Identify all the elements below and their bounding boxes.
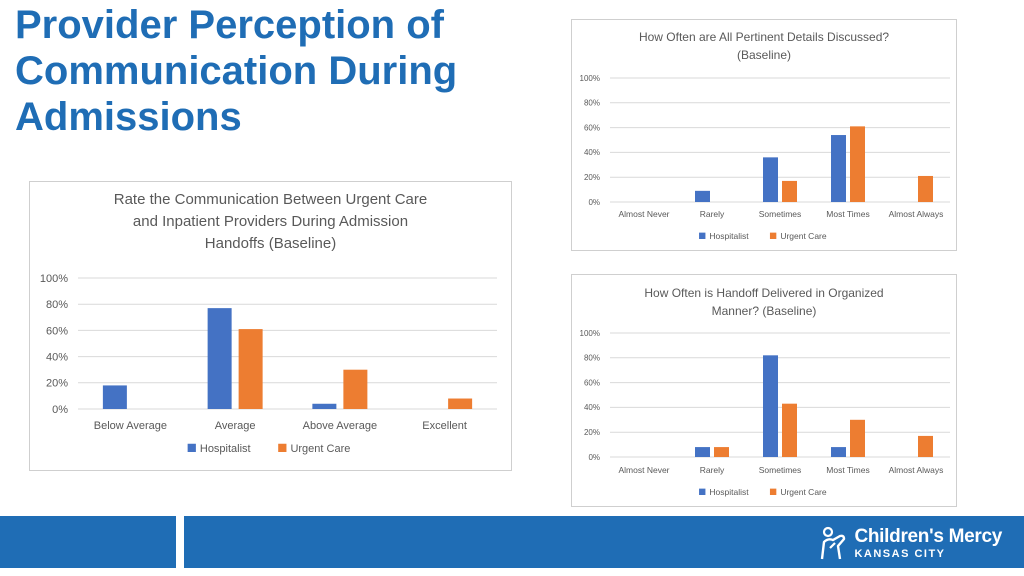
x-category-label: Average <box>215 420 256 432</box>
y-tick-label: 20% <box>46 378 68 390</box>
hospitalist-bar <box>695 447 710 457</box>
urgent-care-legend-swatch <box>278 443 287 452</box>
urgent-care-bar <box>782 403 797 457</box>
y-tick-label: 100% <box>580 74 600 83</box>
slide-title-line-3: Admissions <box>15 95 242 139</box>
urgent-care-legend-label: Urgent Care <box>290 443 350 455</box>
x-category-label: Rarely <box>700 465 725 475</box>
y-tick-label: 60% <box>584 378 600 387</box>
urgent-care-bar <box>850 126 865 202</box>
x-category-label: Sometimes <box>759 465 802 475</box>
chart-svg: How Often are All Pertinent Details Disc… <box>580 30 950 241</box>
y-tick-label: 40% <box>46 351 68 363</box>
y-tick-label: 0% <box>588 198 600 207</box>
chart-title-line: and Inpatient Providers During Admission <box>133 213 408 230</box>
y-tick-label: 80% <box>584 99 600 108</box>
y-tick-label: 0% <box>52 404 68 416</box>
hospitalist-bar <box>312 403 337 409</box>
urgent-care-bar <box>714 447 729 457</box>
y-tick-label: 80% <box>584 354 600 363</box>
urgent-care-bar <box>782 180 797 202</box>
x-category-label: Sometimes <box>759 209 802 219</box>
hospitalist-bar <box>763 355 778 457</box>
x-category-label: Almost Never <box>618 209 669 219</box>
urgent-care-legend-swatch <box>769 232 777 239</box>
chart-title-line: How Often are All Pertinent Details Disc… <box>639 30 889 44</box>
hospitalist-legend-swatch <box>699 488 706 495</box>
hospitalist-bar <box>831 135 846 202</box>
urgent-care-bar <box>918 175 933 202</box>
y-tick-label: 80% <box>46 299 68 311</box>
x-category-label: Excellent <box>422 420 467 432</box>
chart-title-line: Handoffs (Baseline) <box>205 235 336 252</box>
x-category-label: Rarely <box>700 209 725 219</box>
urgent-care-bar <box>343 369 368 409</box>
y-tick-label: 40% <box>584 148 600 157</box>
slide-title: Provider Perception of Communication Dur… <box>15 2 535 140</box>
organized-handoff-chart: How Often is Handoff Delivered in Organi… <box>571 274 957 507</box>
x-category-label: Most Times <box>826 209 869 219</box>
chart-title-line: How Often is Handoff Delivered in Organi… <box>644 286 883 300</box>
x-category-label: Above Average <box>303 420 377 432</box>
chart-svg: Rate the Communication Between Urgent Ca… <box>40 191 497 455</box>
urgent-care-bar <box>918 435 933 457</box>
hospitalist-bar <box>695 190 710 202</box>
brand-subtitle: KANSAS CITY <box>854 547 946 560</box>
y-tick-label: 20% <box>584 173 600 182</box>
hospitalist-bar <box>207 308 232 409</box>
y-tick-label: 20% <box>584 428 600 437</box>
y-tick-label: 100% <box>580 329 600 338</box>
hospitalist-legend-label: Hospitalist <box>200 443 251 455</box>
rate-communication-chart: Rate the Communication Between Urgent Ca… <box>29 181 512 471</box>
hospitalist-bar <box>763 157 778 202</box>
hospitalist-bar <box>831 447 846 457</box>
slide-title-line-2: Communication During <box>15 49 458 93</box>
slide-title-line-1: Provider Perception of <box>15 3 444 47</box>
hospitalist-bar <box>102 385 127 409</box>
hospitalist-legend-label: Hospitalist <box>709 487 749 497</box>
x-category-label: Most Times <box>826 465 869 475</box>
y-tick-label: 40% <box>584 403 600 412</box>
x-category-label: Almost Always <box>889 209 944 219</box>
childrens-mercy-logo-icon <box>821 526 846 560</box>
chart-svg: How Often is Handoff Delivered in Organi… <box>580 286 950 497</box>
hospitalist-legend-swatch <box>187 443 196 452</box>
urgent-care-legend-swatch <box>769 488 777 495</box>
urgent-care-legend-label: Urgent Care <box>780 487 827 497</box>
footer-bar-right <box>184 516 1024 568</box>
chart-legend: Hospitalist Urgent Care <box>699 231 827 241</box>
chart-title-line: Manner? (Baseline) <box>712 304 817 318</box>
urgent-care-bar <box>448 398 473 409</box>
x-category-label: Below Average <box>94 420 167 432</box>
urgent-care-bar <box>238 329 263 409</box>
urgent-care-bar <box>850 419 865 457</box>
x-category-label: Almost Never <box>618 465 669 475</box>
pertinent-details-chart: How Often are All Pertinent Details Disc… <box>571 19 957 251</box>
y-tick-label: 60% <box>584 123 600 132</box>
brand-logo: Children's Mercy KANSAS CITY <box>818 524 1002 562</box>
urgent-care-legend-label: Urgent Care <box>780 231 827 241</box>
chart-title-line: Rate the Communication Between Urgent Ca… <box>114 191 428 208</box>
y-tick-label: 0% <box>588 453 600 462</box>
y-tick-label: 100% <box>40 273 68 285</box>
x-category-label: Almost Always <box>889 465 944 475</box>
hospitalist-legend-swatch <box>699 232 706 239</box>
chart-title-line: (Baseline) <box>737 48 791 62</box>
brand-name: Children's Mercy <box>854 525 1002 547</box>
y-tick-label: 60% <box>46 325 68 337</box>
footer-bar-left <box>0 516 176 568</box>
chart-legend: Hospitalist Urgent Care <box>699 487 827 497</box>
chart-legend: Hospitalist Urgent Care <box>187 443 350 455</box>
hospitalist-legend-label: Hospitalist <box>709 231 749 241</box>
